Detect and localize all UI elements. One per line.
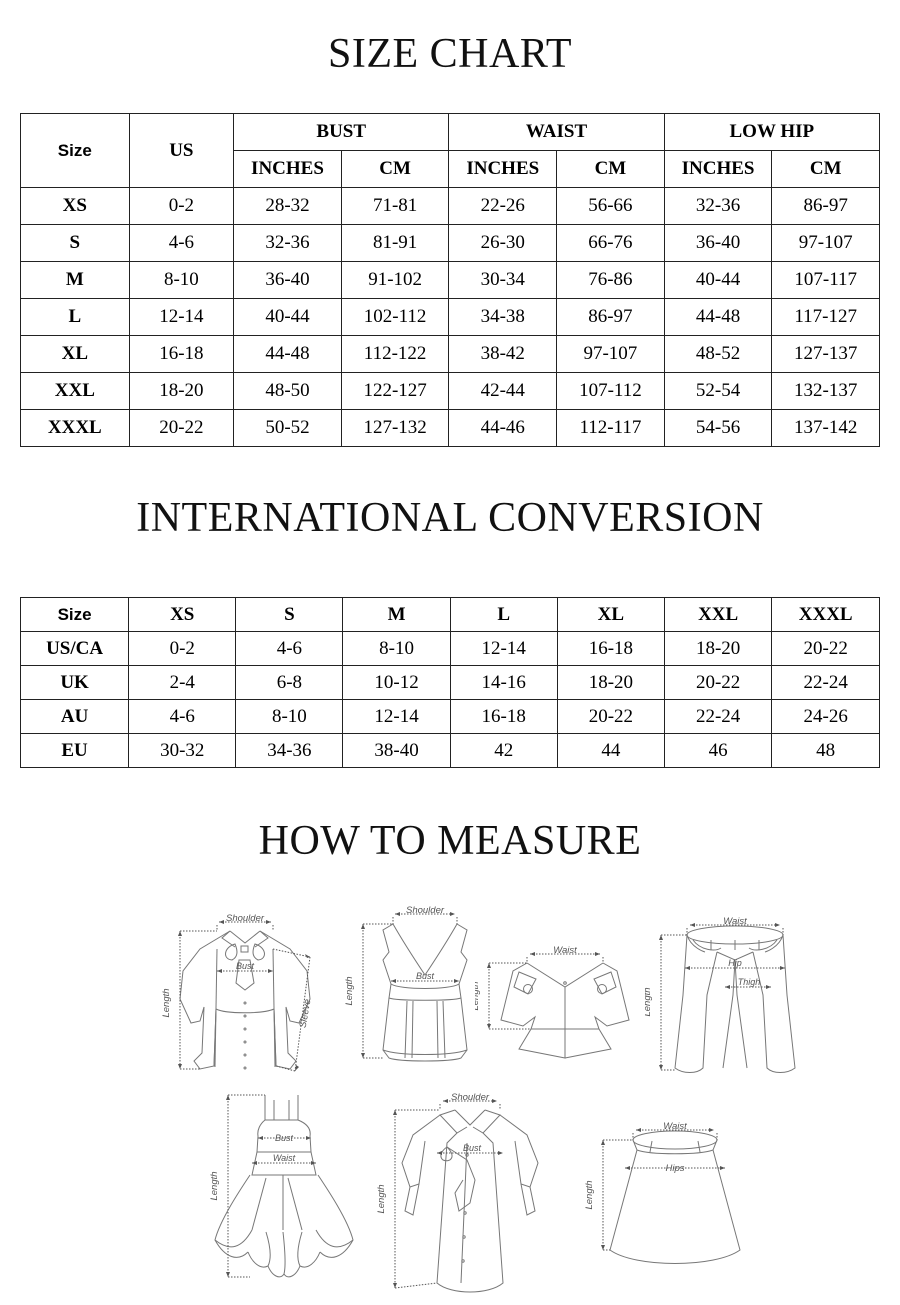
svg-text:Shoulder: Shoulder xyxy=(226,913,265,924)
svg-text:Length: Length xyxy=(345,976,355,1005)
svg-text:Hips: Hips xyxy=(665,1163,684,1174)
svg-text:Length: Length xyxy=(645,987,653,1016)
svg-text:Bust: Bust xyxy=(275,1133,294,1143)
svg-text:Shoulder: Shoulder xyxy=(406,905,445,916)
svg-text:Waist: Waist xyxy=(663,1121,687,1132)
svg-text:Length: Length xyxy=(209,1171,220,1200)
svg-text:Bust: Bust xyxy=(463,1143,482,1153)
svg-text:Waist: Waist xyxy=(273,1153,296,1163)
svg-text:Waist: Waist xyxy=(723,916,747,927)
svg-text:Length: Length xyxy=(585,1180,595,1209)
svg-text:Bust: Bust xyxy=(236,961,255,971)
svg-text:Shoulder: Shoulder xyxy=(451,1092,490,1103)
svg-text:Length: Length xyxy=(475,981,481,1010)
svg-text:Thigh: Thigh xyxy=(738,977,761,987)
svg-text:Hip: Hip xyxy=(728,958,742,968)
svg-text:Length: Length xyxy=(376,1184,387,1213)
svg-text:Sleeve: Sleeve xyxy=(298,998,314,1029)
svg-text:Bust: Bust xyxy=(416,971,435,981)
svg-text:Length: Length xyxy=(161,988,172,1017)
svg-text:Waist: Waist xyxy=(553,945,577,956)
